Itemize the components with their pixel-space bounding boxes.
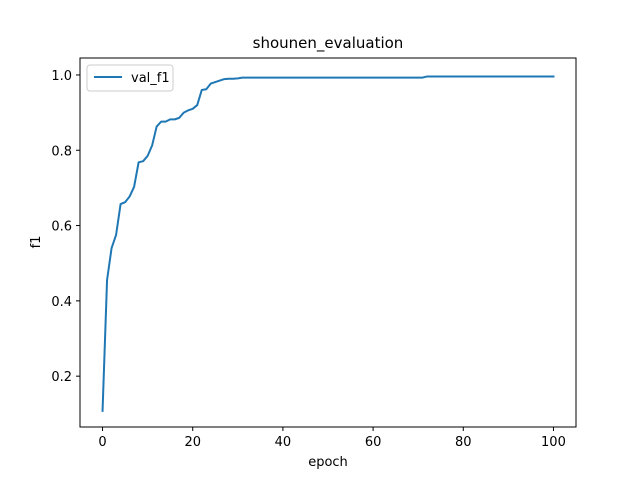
y-axis-label: f1 bbox=[29, 236, 44, 249]
legend-label: val_f1 bbox=[131, 71, 170, 86]
series-line-val-f1 bbox=[101, 75, 555, 412]
axes-frame bbox=[79, 57, 577, 428]
x-axis-label: epoch bbox=[308, 455, 348, 470]
plot-area bbox=[101, 75, 555, 412]
chart-title: shounen_evaluation bbox=[253, 34, 404, 53]
legend-box bbox=[86, 64, 174, 92]
y-tick-label: 0.2 bbox=[51, 370, 72, 385]
x-axis: 0 20 40 60 80 100 bbox=[98, 427, 566, 450]
x-tick-label: 0 bbox=[98, 435, 106, 450]
x-tick-label: 40 bbox=[275, 435, 292, 450]
y-tick-label: 0.4 bbox=[51, 295, 72, 310]
y-axis: 0.2 0.4 0.6 0.8 1.0 bbox=[51, 69, 80, 385]
y-tick-label: 1.0 bbox=[51, 69, 72, 84]
x-tick-label: 80 bbox=[455, 435, 472, 450]
x-tick-label: 100 bbox=[541, 435, 566, 450]
y-tick-label: 0.8 bbox=[51, 144, 72, 159]
y-tick-label: 0.6 bbox=[51, 220, 72, 235]
legend: val_f1 bbox=[86, 64, 174, 92]
x-tick-label: 20 bbox=[184, 435, 201, 450]
x-tick-label: 60 bbox=[365, 435, 382, 450]
